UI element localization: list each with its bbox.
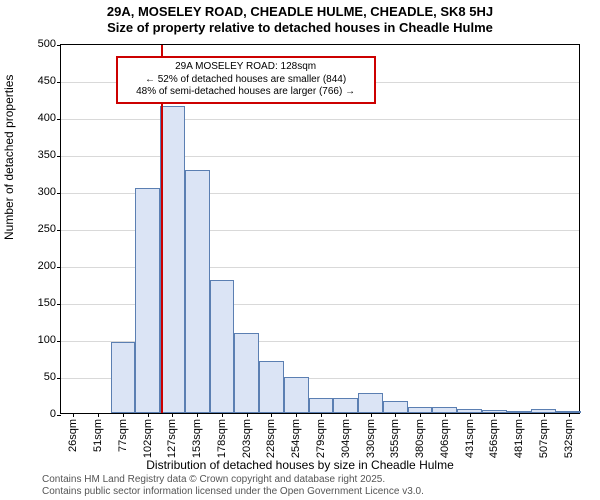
- attribution-line-2: Contains public sector information licen…: [42, 486, 424, 498]
- histogram-bar: [309, 398, 334, 413]
- ytick-label: 50: [16, 371, 56, 383]
- ytick-mark: [57, 156, 61, 157]
- ytick-label: 100: [16, 334, 56, 346]
- xtick-mark: [321, 413, 322, 417]
- ytick-mark: [57, 378, 61, 379]
- histogram-bar: [234, 333, 259, 413]
- histogram-bar: [210, 280, 235, 413]
- histogram-bar: [333, 398, 358, 413]
- y-axis-label: Number of detached properties: [2, 75, 16, 240]
- ytick-mark: [57, 193, 61, 194]
- xtick-mark: [73, 413, 74, 417]
- histogram-bar: [383, 401, 408, 413]
- ytick-mark: [57, 119, 61, 120]
- ytick-mark: [57, 230, 61, 231]
- ytick-label: 0: [16, 408, 56, 420]
- plot-area: 26sqm51sqm77sqm102sqm127sqm153sqm178sqm2…: [60, 44, 580, 414]
- xtick-label: 203sqm: [241, 419, 253, 458]
- xtick-label: 228sqm: [265, 419, 277, 458]
- xtick-mark: [371, 413, 372, 417]
- gridline: [61, 119, 579, 120]
- ytick-mark: [57, 415, 61, 416]
- xtick-mark: [519, 413, 520, 417]
- title-line-2: Size of property relative to detached ho…: [0, 20, 600, 36]
- xtick-mark: [395, 413, 396, 417]
- histogram-bar: [111, 342, 136, 413]
- ytick-label: 150: [16, 297, 56, 309]
- xtick-mark: [470, 413, 471, 417]
- xtick-mark: [222, 413, 223, 417]
- xtick-label: 380sqm: [414, 419, 426, 458]
- xtick-label: 178sqm: [216, 419, 228, 458]
- xtick-label: 26sqm: [67, 419, 79, 452]
- ytick-label: 300: [16, 186, 56, 198]
- histogram-bar: [259, 361, 284, 413]
- xtick-label: 51sqm: [92, 419, 104, 452]
- xtick-label: 279sqm: [315, 419, 327, 458]
- x-axis-label: Distribution of detached houses by size …: [0, 458, 600, 472]
- xtick-mark: [197, 413, 198, 417]
- xtick-mark: [420, 413, 421, 417]
- annotation-box: 29A MOSELEY ROAD: 128sqm← 52% of detache…: [116, 56, 376, 104]
- xtick-label: 532sqm: [563, 419, 575, 458]
- xtick-label: 507sqm: [538, 419, 550, 458]
- ytick-label: 200: [16, 260, 56, 272]
- xtick-label: 102sqm: [142, 419, 154, 458]
- xtick-label: 406sqm: [439, 419, 451, 458]
- histogram-bar: [284, 377, 309, 413]
- title-line-1: 29A, MOSELEY ROAD, CHEADLE HULME, CHEADL…: [0, 4, 600, 20]
- xtick-mark: [148, 413, 149, 417]
- xtick-label: 330sqm: [365, 419, 377, 458]
- xtick-mark: [445, 413, 446, 417]
- xtick-mark: [98, 413, 99, 417]
- ytick-mark: [57, 82, 61, 83]
- ytick-label: 450: [16, 75, 56, 87]
- xtick-mark: [346, 413, 347, 417]
- xtick-label: 355sqm: [389, 419, 401, 458]
- xtick-mark: [569, 413, 570, 417]
- annotation-line: ← 52% of detached houses are smaller (84…: [124, 74, 368, 87]
- ytick-label: 250: [16, 223, 56, 235]
- xtick-mark: [544, 413, 545, 417]
- xtick-mark: [247, 413, 248, 417]
- xtick-label: 153sqm: [191, 419, 203, 458]
- gridline: [61, 156, 579, 157]
- xtick-mark: [296, 413, 297, 417]
- histogram-bar: [358, 393, 383, 413]
- histogram-bar: [185, 170, 210, 413]
- chart-title: 29A, MOSELEY ROAD, CHEADLE HULME, CHEADL…: [0, 4, 600, 37]
- ytick-label: 400: [16, 112, 56, 124]
- ytick-mark: [57, 341, 61, 342]
- xtick-label: 77sqm: [117, 419, 129, 452]
- xtick-mark: [271, 413, 272, 417]
- xtick-label: 456sqm: [488, 419, 500, 458]
- annotation-line: 29A MOSELEY ROAD: 128sqm: [124, 61, 368, 74]
- xtick-label: 481sqm: [513, 419, 525, 458]
- xtick-label: 254sqm: [290, 419, 302, 458]
- xtick-mark: [494, 413, 495, 417]
- xtick-mark: [172, 413, 173, 417]
- attribution: Contains HM Land Registry data © Crown c…: [42, 474, 424, 498]
- chart-container: 29A, MOSELEY ROAD, CHEADLE HULME, CHEADL…: [0, 0, 600, 500]
- ytick-label: 500: [16, 38, 56, 50]
- xtick-mark: [123, 413, 124, 417]
- xtick-label: 127sqm: [166, 419, 178, 458]
- annotation-line: 48% of semi-detached houses are larger (…: [124, 86, 368, 99]
- xtick-label: 304sqm: [340, 419, 352, 458]
- ytick-mark: [57, 267, 61, 268]
- histogram-bar: [135, 188, 160, 413]
- attribution-line-1: Contains HM Land Registry data © Crown c…: [42, 474, 424, 486]
- ytick-mark: [57, 45, 61, 46]
- ytick-mark: [57, 304, 61, 305]
- histogram-bar: [160, 106, 185, 413]
- xtick-label: 431sqm: [464, 419, 476, 458]
- ytick-label: 350: [16, 149, 56, 161]
